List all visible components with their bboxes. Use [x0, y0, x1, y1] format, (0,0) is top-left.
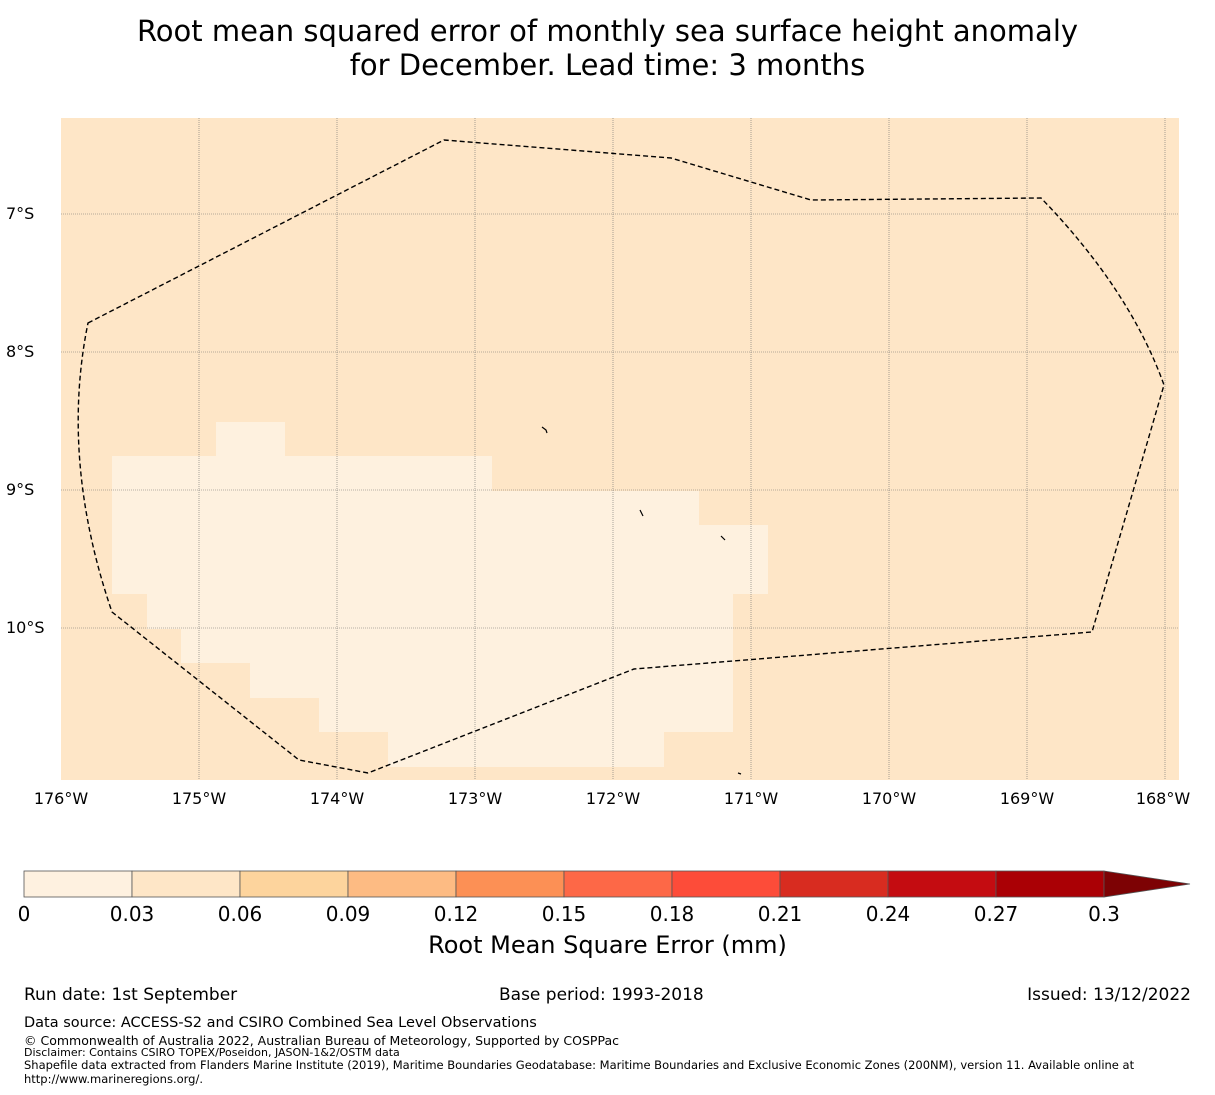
colorbar-tick-label: 0.15: [541, 902, 587, 926]
colorbar-bin: [455, 870, 565, 898]
lon-label: 172°W: [585, 789, 641, 808]
lon-label: 170°W: [861, 789, 917, 808]
island-atafu: [541, 426, 548, 434]
colorbar-bin: [563, 870, 673, 898]
lon-label: 176°W: [33, 789, 89, 808]
colorbar-bin: [779, 870, 889, 898]
island-nukunonu: [639, 509, 644, 517]
lat-label: 9°S: [6, 480, 35, 499]
colorbar: [23, 870, 1191, 898]
colorbar-extend-arrow: [1103, 870, 1191, 898]
colorbar-tick-label: 0.18: [649, 902, 695, 926]
run-date: Run date: 1st September: [24, 985, 238, 1005]
colorbar-tick-label: 0.24: [865, 902, 911, 926]
copyright: © Commonwealth of Australia 2022, Austra…: [24, 1033, 619, 1048]
lon-label: 173°W: [447, 789, 503, 808]
colorbar-title: Root Mean Square Error (mm): [428, 931, 787, 959]
shapefile-credit: Shapefile data extracted from Flanders M…: [24, 1058, 1135, 1072]
colorbar-bin: [131, 870, 241, 898]
disclaimer: Disclaimer: Contains CSIRO TOPEX/Poseido…: [24, 1046, 400, 1059]
chart-title-line1: Root mean squared error of monthly sea s…: [136, 14, 1079, 48]
colorbar-tick-label: 0: [17, 902, 31, 926]
shapefile-link[interactable]: http://www.marineregions.org/.: [24, 1072, 203, 1086]
base-period: Base period: 1993-2018: [499, 985, 704, 1005]
colorbar-tick-label: 0.21: [757, 902, 803, 926]
data-source: Data source: ACCESS-S2 and CSIRO Combine…: [24, 1015, 537, 1031]
colorbar-bin: [347, 870, 457, 898]
colorbar-bin: [671, 870, 781, 898]
lon-label: 174°W: [309, 789, 365, 808]
colorbar-bin: [23, 870, 133, 898]
lon-label: 175°W: [171, 789, 227, 808]
colorbar-tick-label: 0.03: [109, 902, 155, 926]
colorbar-tick-label: 0.27: [973, 902, 1019, 926]
issued-date: Issued: 13/12/2022: [1027, 985, 1191, 1005]
island-fakaofo: [720, 535, 726, 541]
gridlines: [61, 118, 1179, 780]
islands: [541, 426, 742, 775]
chart-title-line2: for December. Lead time: 3 months: [349, 48, 866, 82]
colorbar-bin: [239, 870, 349, 898]
colorbar-bin: [995, 870, 1105, 898]
lon-label: 171°W: [723, 789, 779, 808]
colorbar-tick-label: 0.3: [1088, 902, 1120, 926]
lat-label: 10°S: [6, 618, 45, 637]
colorbar-bin: [887, 870, 997, 898]
lat-label: 7°S: [6, 204, 35, 223]
lon-label: 169°W: [999, 789, 1055, 808]
lon-label: 168°W: [1135, 789, 1191, 808]
chart-title: Root mean squared error of monthly sea s…: [0, 14, 1215, 82]
colorbar-tick-label: 0.12: [433, 902, 479, 926]
island-swains: [737, 772, 742, 775]
lat-label: 8°S: [6, 342, 35, 361]
eez-boundary: [77, 139, 1165, 774]
colorbar-tick-label: 0.06: [217, 902, 263, 926]
colorbar-tick-label: 0.09: [325, 902, 371, 926]
